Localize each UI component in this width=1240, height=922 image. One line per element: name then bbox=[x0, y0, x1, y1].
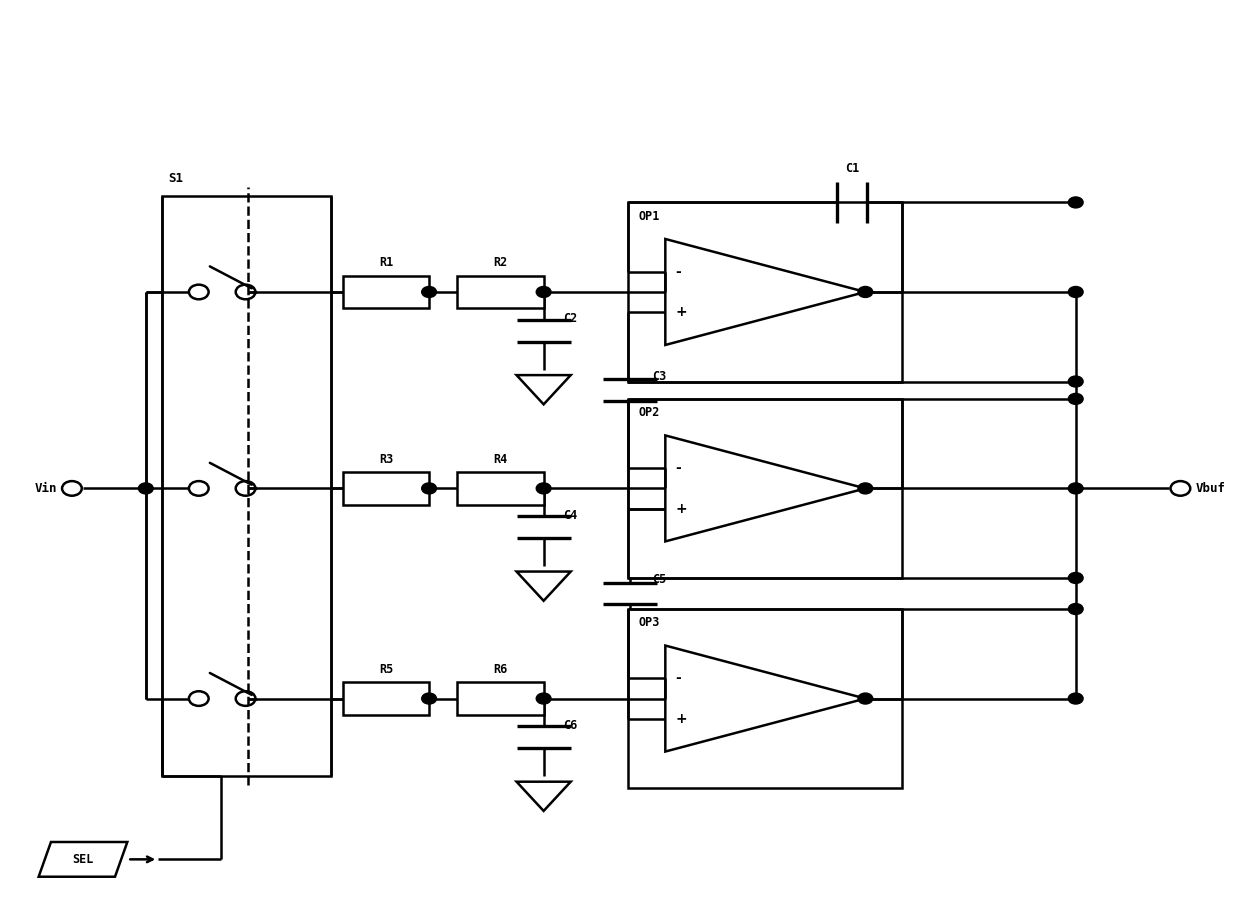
Text: C1: C1 bbox=[844, 162, 859, 175]
Bar bbox=[629, 203, 903, 382]
Text: R1: R1 bbox=[379, 256, 393, 269]
Circle shape bbox=[858, 287, 873, 298]
Bar bbox=[629, 399, 903, 578]
Text: R3: R3 bbox=[379, 453, 393, 466]
Circle shape bbox=[858, 693, 873, 704]
Circle shape bbox=[1069, 483, 1083, 494]
Text: SEL: SEL bbox=[72, 853, 94, 866]
Text: R6: R6 bbox=[494, 663, 507, 676]
Bar bbox=[458, 682, 543, 715]
Circle shape bbox=[1069, 604, 1083, 614]
Text: C4: C4 bbox=[563, 509, 578, 522]
Text: OP1: OP1 bbox=[639, 209, 660, 223]
Circle shape bbox=[536, 287, 551, 298]
Circle shape bbox=[1069, 287, 1083, 298]
Bar bbox=[343, 682, 429, 715]
Text: S1: S1 bbox=[167, 172, 184, 185]
Bar bbox=[629, 609, 903, 788]
Text: +: + bbox=[675, 305, 687, 319]
Bar bbox=[458, 472, 543, 505]
Text: Vbuf: Vbuf bbox=[1195, 482, 1225, 495]
Text: Vin: Vin bbox=[35, 482, 57, 495]
Text: R2: R2 bbox=[494, 256, 507, 269]
Circle shape bbox=[422, 693, 436, 704]
Text: OP2: OP2 bbox=[639, 407, 660, 420]
Circle shape bbox=[422, 287, 436, 298]
Circle shape bbox=[1069, 693, 1083, 704]
Text: OP3: OP3 bbox=[639, 616, 660, 630]
Circle shape bbox=[139, 483, 154, 494]
Circle shape bbox=[1069, 197, 1083, 208]
Text: -: - bbox=[675, 671, 681, 685]
Bar bbox=[458, 276, 543, 309]
Circle shape bbox=[858, 483, 873, 494]
Bar bbox=[161, 196, 331, 776]
Circle shape bbox=[1069, 376, 1083, 387]
Text: +: + bbox=[675, 502, 687, 515]
Bar bbox=[343, 276, 429, 309]
Text: R5: R5 bbox=[379, 663, 393, 676]
Text: C6: C6 bbox=[563, 719, 578, 732]
Text: C2: C2 bbox=[563, 313, 578, 325]
Circle shape bbox=[536, 483, 551, 494]
Text: +: + bbox=[675, 712, 687, 726]
Text: -: - bbox=[675, 265, 681, 278]
Circle shape bbox=[1069, 573, 1083, 584]
Text: C5: C5 bbox=[652, 573, 666, 586]
Text: R4: R4 bbox=[494, 453, 507, 466]
Bar bbox=[343, 472, 429, 505]
Text: C3: C3 bbox=[652, 370, 666, 383]
Circle shape bbox=[536, 693, 551, 704]
Circle shape bbox=[422, 483, 436, 494]
Polygon shape bbox=[38, 842, 128, 877]
Text: -: - bbox=[675, 461, 681, 475]
Circle shape bbox=[1069, 394, 1083, 405]
